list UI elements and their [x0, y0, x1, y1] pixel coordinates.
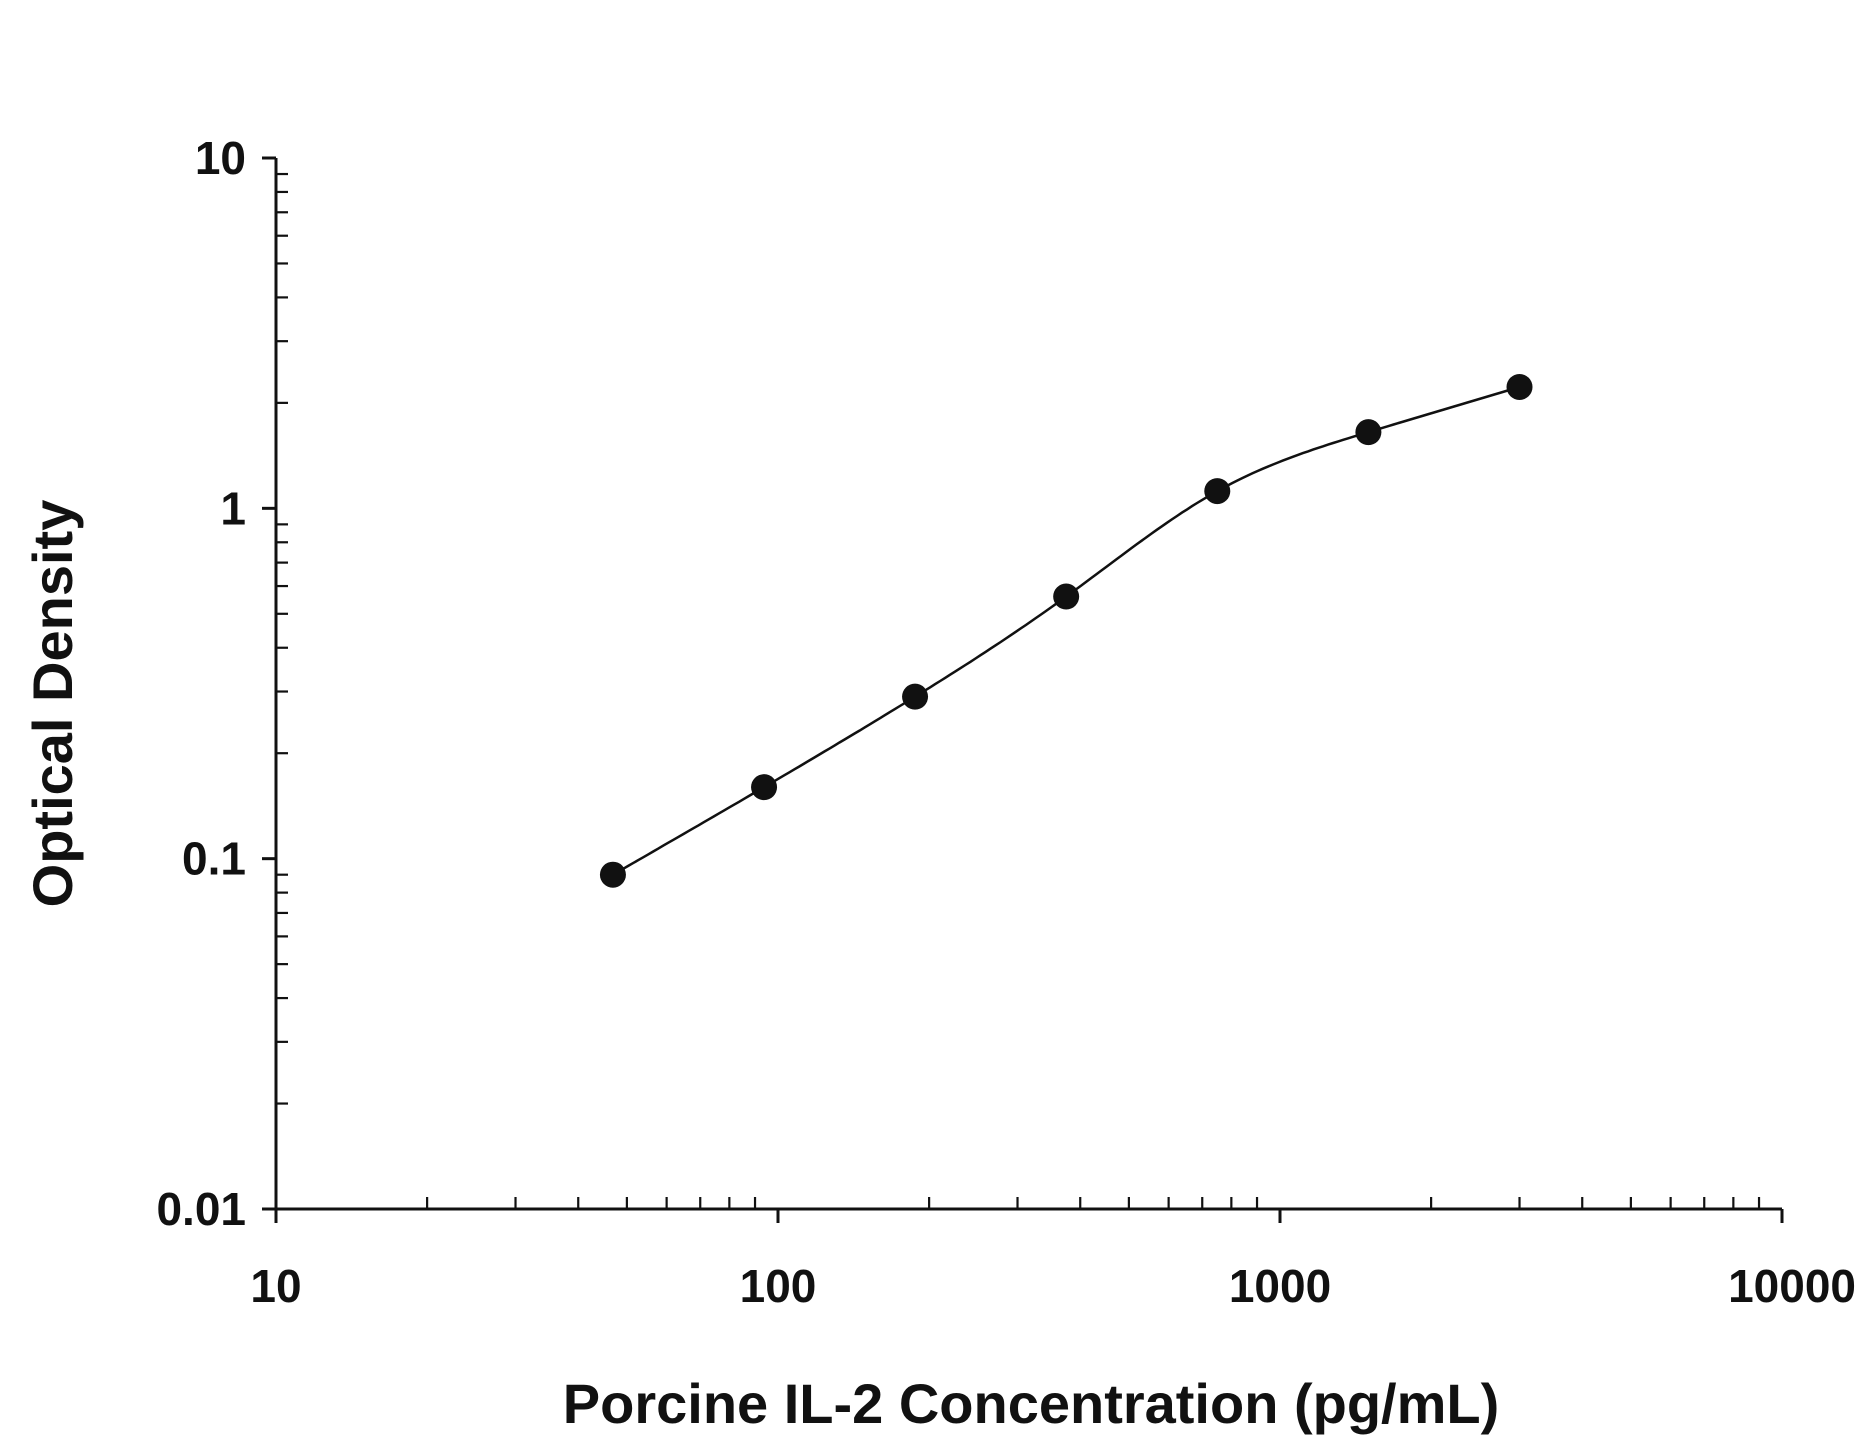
y-tick-label: 10: [195, 132, 246, 184]
y-tick-label: 0.1: [182, 833, 246, 885]
data-point: [599, 861, 626, 888]
tick-labels: 0.01 0.1 1 10 10 100 1000 10000: [156, 132, 1856, 1312]
x-tick-label: 100: [740, 1260, 817, 1312]
x-tick-label: 10: [250, 1260, 301, 1312]
y-tick-label: 1: [220, 482, 246, 534]
data-point: [1355, 419, 1382, 446]
x-axis-title: Porcine IL-2 Concentration (pg/mL): [563, 1372, 1499, 1435]
data-point: [1506, 373, 1533, 400]
y-axis-title: Optical Density: [21, 500, 84, 908]
axis-ticks: [262, 156, 1784, 1223]
y-tick-label: 0.01: [156, 1183, 246, 1235]
x-tick-label: 1000: [1229, 1260, 1331, 1312]
x-tick-label: 10000: [1728, 1260, 1856, 1312]
data-points: [599, 373, 1533, 888]
data-point: [902, 683, 929, 710]
data-point: [751, 774, 778, 801]
fit-curve: [612, 385, 1520, 876]
data-point: [1204, 478, 1231, 505]
data-point: [1053, 583, 1080, 610]
